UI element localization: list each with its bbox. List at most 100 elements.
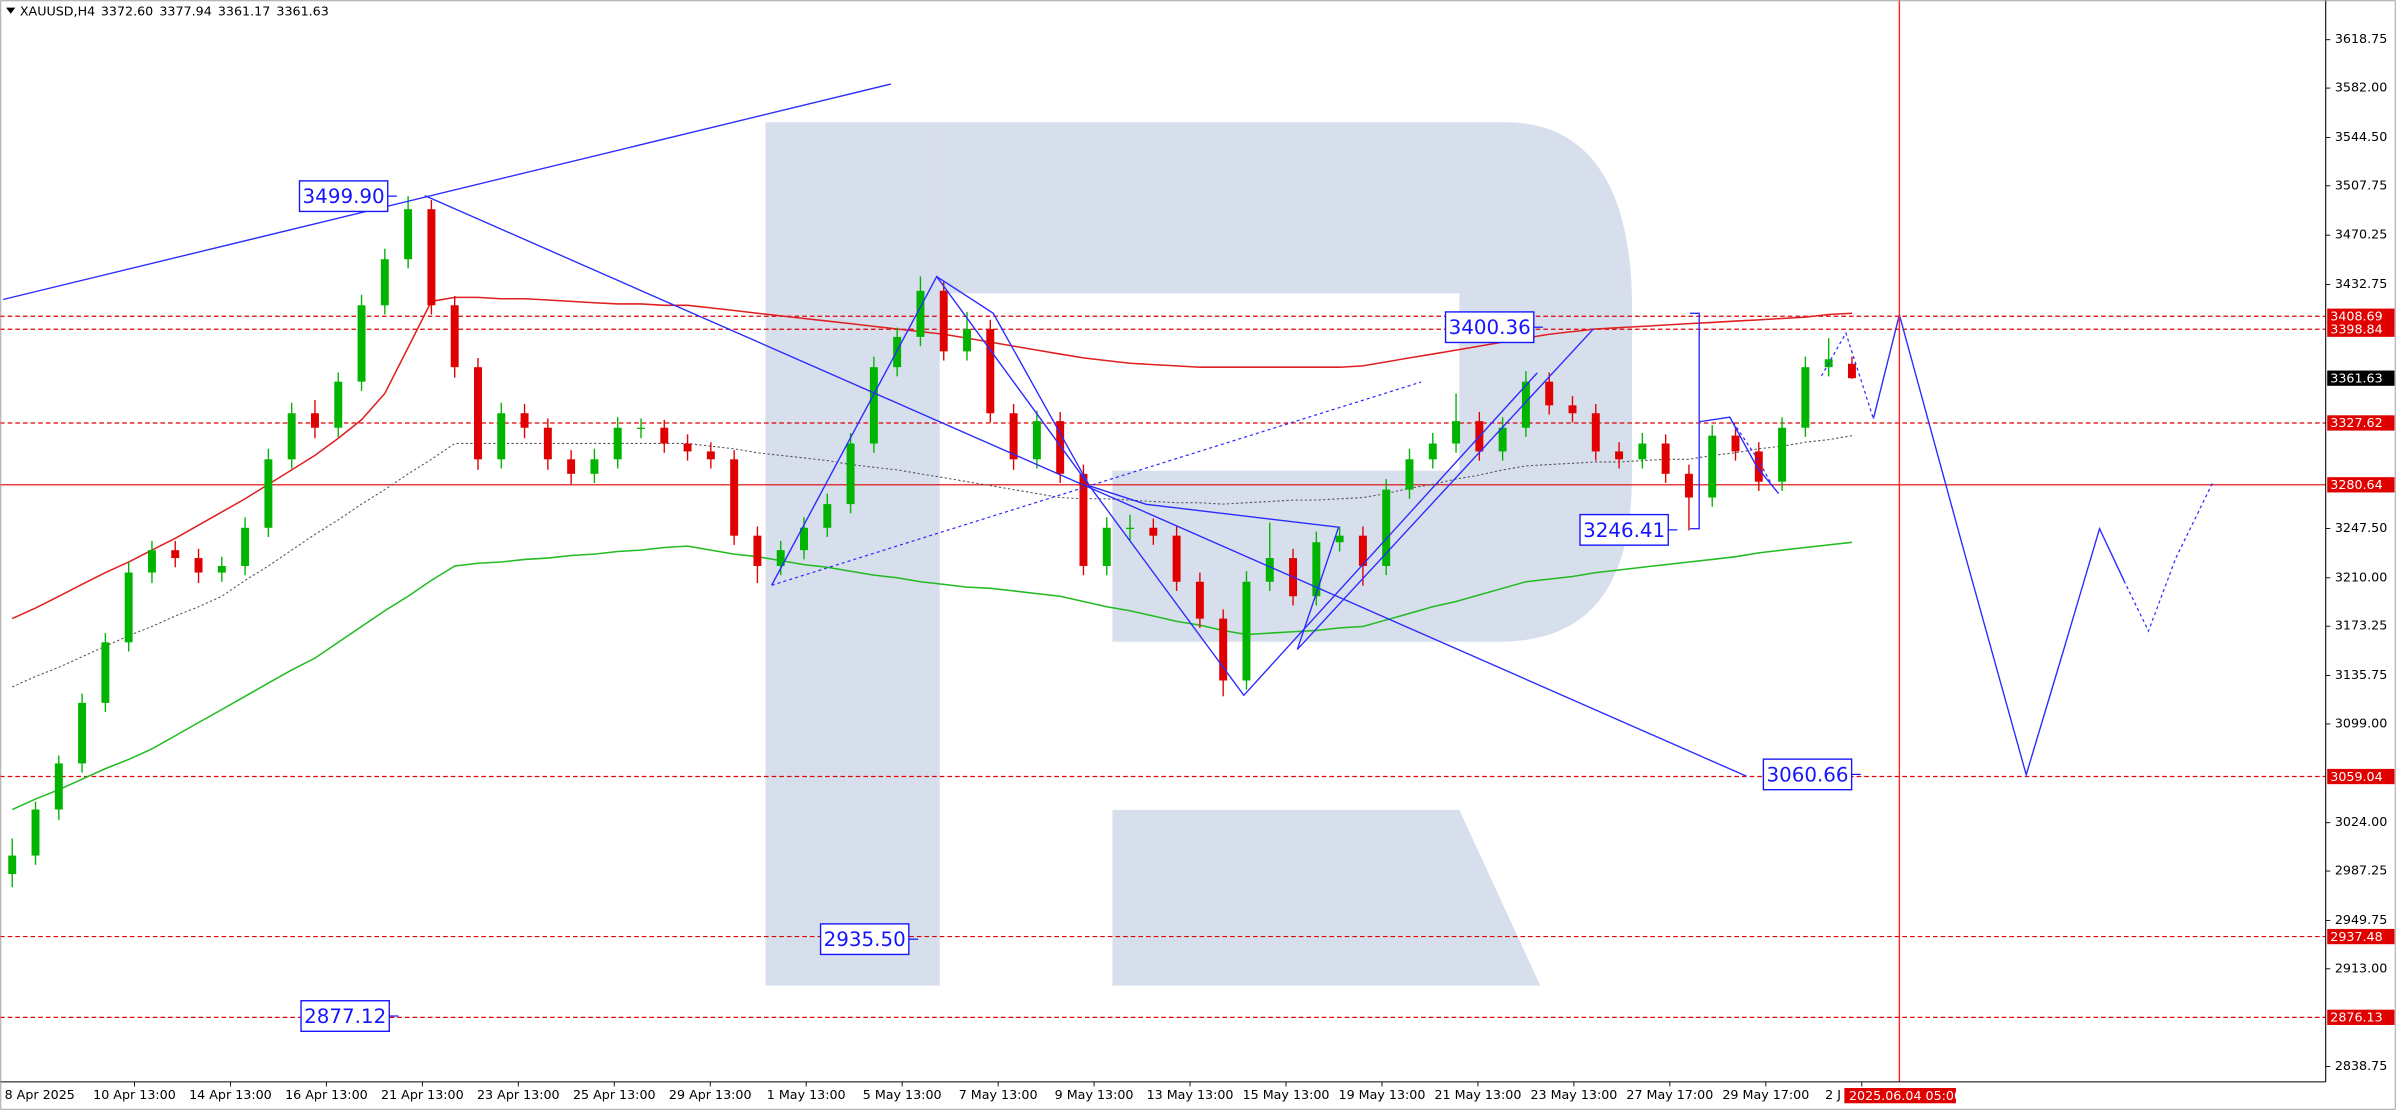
symbol: XAUUSD,H4 (20, 4, 95, 19)
y-tick-label: 2838.75 (2335, 1058, 2387, 1073)
candle-body (800, 527, 808, 551)
candle-body (1056, 421, 1065, 474)
candle-body (334, 381, 343, 428)
price-tag (2327, 1009, 2395, 1025)
wave-path (936, 276, 1091, 487)
x-tick-label: 7 May 13:00 (959, 1087, 1038, 1102)
ohlc-value: 3377.94 (159, 4, 211, 19)
candle-body (706, 451, 715, 460)
y-tick-label: 3470.25 (2335, 227, 2387, 242)
candle-body (1219, 618, 1228, 681)
candle-body (1428, 443, 1437, 460)
candle-body (1521, 381, 1530, 428)
annotation-label: 2877.12 (304, 1005, 386, 1028)
analysis-drawings (2, 0, 2214, 1082)
candle-body (1731, 435, 1740, 452)
price-tag-label: 3398.84 (2330, 321, 2382, 336)
time-tag-label: 2025.06.04 05:00 (1849, 1088, 1962, 1103)
candle-body (613, 427, 622, 460)
annotation-box (1579, 513, 1669, 546)
annotation-box (1762, 758, 1853, 791)
y-tick-label: 3135.75 (2335, 667, 2387, 682)
candle-body (450, 305, 459, 368)
candle-body (1265, 558, 1274, 582)
x-tick-label: 9 May 13:00 (1055, 1087, 1134, 1102)
candle-body (963, 328, 971, 352)
candle-body (194, 558, 203, 573)
candle-body (404, 209, 413, 260)
wave-path (1089, 328, 1595, 650)
x-tick-label: 25 Apr 13:00 (573, 1087, 656, 1102)
y-tick-label: 3544.50 (2335, 129, 2387, 144)
candle-body (310, 413, 319, 428)
watermark-bowl (939, 122, 1632, 642)
candle-body (1684, 473, 1693, 498)
y-tick-label: 3507.75 (2335, 177, 2387, 192)
candle-body (1242, 581, 1251, 681)
candle-body (637, 427, 645, 429)
annotation-label: 2935.50 (824, 928, 906, 951)
candle-body (31, 809, 40, 856)
candle-body (380, 259, 389, 306)
y-tick-label: 3247.50 (2335, 520, 2387, 535)
x-tick-label: 13 May 13:00 (1147, 1087, 1234, 1102)
candle-body (427, 209, 436, 306)
candle-body (986, 328, 995, 414)
annotation-label: 3499.90 (303, 185, 385, 208)
candle-body (1847, 363, 1856, 379)
candle-body (497, 413, 506, 460)
y-tick-label: 2913.00 (2335, 960, 2387, 975)
wave-path (1699, 416, 1780, 495)
annotation-label: 3060.66 (1766, 763, 1848, 786)
candle-body (101, 642, 110, 703)
candle-body (1126, 527, 1135, 529)
price-tag-label: 2876.13 (2330, 1010, 2382, 1025)
y-tick-label: 2949.75 (2335, 912, 2387, 927)
watermark-stem (765, 122, 940, 986)
candle-body (567, 459, 576, 474)
price-tag (2327, 321, 2395, 337)
candle-body (1102, 527, 1111, 566)
candle-body (8, 855, 17, 875)
ohlc-value: 3372.60 (101, 4, 153, 19)
label-layer: 3618.75 3582.00 3544.50 3507.75 3470.25 3432.… (5, 31, 2395, 1104)
candle-body (1591, 413, 1600, 452)
candle-body (1754, 451, 1763, 482)
candle-body (1661, 443, 1670, 474)
candle-body (1708, 435, 1717, 498)
x-tick-label: 14 Apr 13:00 (189, 1087, 272, 1102)
candle-body (287, 413, 296, 460)
annotation-box (819, 923, 910, 956)
y-tick-label: 3618.75 (2335, 31, 2387, 46)
candle-body (1382, 489, 1391, 566)
y-tick-label: 3099.00 (2335, 715, 2387, 730)
time-tag (1844, 1087, 1956, 1104)
price-tag (2327, 768, 2395, 785)
candle-body (474, 367, 482, 460)
candle-body (590, 459, 599, 474)
candle-body (520, 413, 529, 428)
candle-body (1452, 421, 1461, 444)
x-tick-label: 23 May 13:00 (1530, 1087, 1617, 1102)
candle-body (147, 550, 156, 573)
ohlc-value: 3361.17 (218, 4, 270, 19)
x-tick-label: 10 Apr 13:00 (93, 1087, 176, 1102)
x-tick-label: 19 May 13:00 (1339, 1087, 1426, 1102)
candle-body (1801, 367, 1810, 428)
candle-body (543, 427, 552, 460)
x-tick-label: 23 Apr 13:00 (477, 1087, 560, 1102)
y-tick-label: 3210.00 (2335, 569, 2387, 584)
candle-body (846, 443, 855, 505)
price-tag-label: 3408.69 (2330, 308, 2382, 323)
candle-body (1172, 535, 1181, 582)
watermark-leg (1112, 809, 1541, 986)
candle-body (776, 550, 785, 566)
x-tick-label: 21 May 13:00 (1434, 1087, 1521, 1102)
price-tag-label: 2937.48 (2330, 929, 2382, 944)
y-tick-label: 3582.00 (2335, 80, 2387, 95)
candle-body (357, 305, 366, 382)
y-tick-label: 2987.25 (2335, 863, 2387, 878)
candle-body (869, 367, 878, 444)
moving-average (11, 541, 1853, 811)
